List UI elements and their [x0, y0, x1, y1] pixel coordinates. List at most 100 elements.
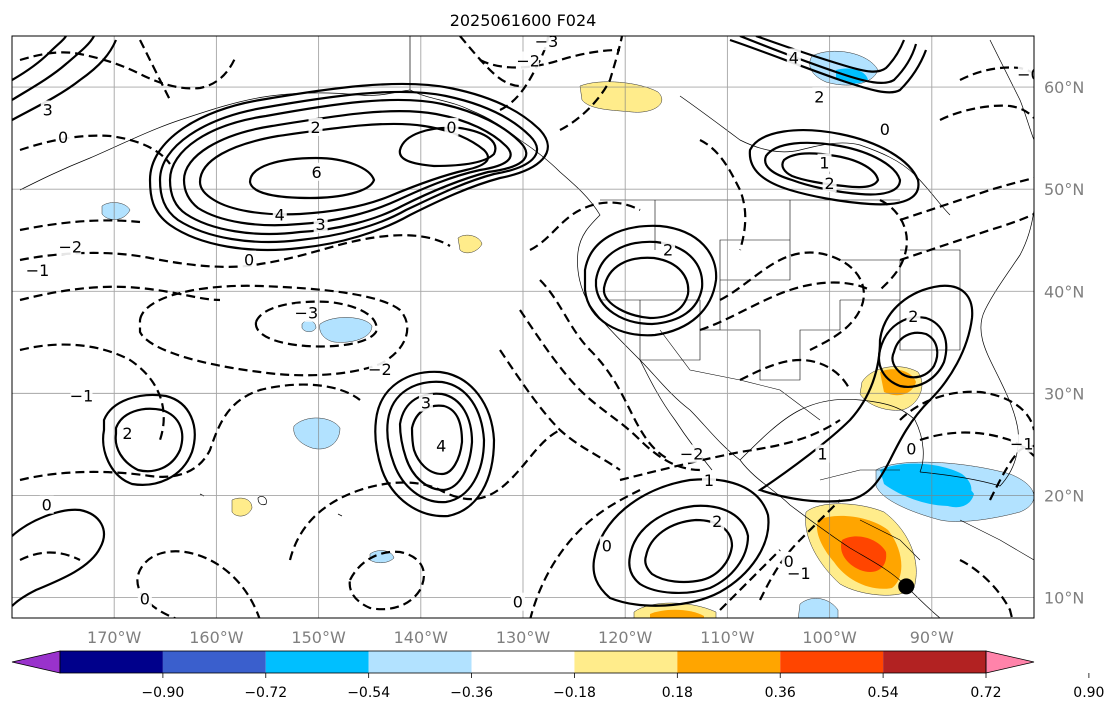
- latitude-tick-label: 60°N: [1044, 78, 1084, 97]
- contour-label-background: [120, 424, 135, 443]
- longitude-tick-label: 90°W: [910, 628, 954, 647]
- positive-anomaly-area: [457, 234, 483, 254]
- contour-label: 1: [817, 445, 827, 464]
- map-title: 2025061600 F024: [450, 11, 597, 30]
- longitude-tick-label: 140°W: [394, 628, 449, 647]
- contour-label: −3: [535, 32, 559, 51]
- colorbar-tick-label: 0.36: [765, 685, 796, 701]
- contour-label-background: [781, 551, 796, 570]
- contour-label-background: [59, 237, 82, 256]
- contour-label-background: [39, 495, 54, 514]
- contour-label-background: [817, 153, 832, 172]
- contour-label: 1: [704, 471, 714, 490]
- contour-label: −2: [516, 52, 540, 71]
- contour-label-background: [308, 117, 323, 136]
- longitude-tick-label: 150°W: [291, 628, 346, 647]
- positive-anomaly-area: [840, 536, 887, 572]
- colorbar-bin: [265, 651, 369, 673]
- contour-label: 0: [513, 593, 523, 612]
- contour-label: 3: [421, 394, 431, 413]
- contour-label: −3: [295, 304, 319, 323]
- contour-label: 0: [446, 118, 456, 137]
- colorbar-bin: [368, 651, 472, 673]
- longitude-tick-label: 110°W: [700, 628, 755, 647]
- contour-label: 0: [140, 590, 150, 609]
- contour-label-background: [1010, 434, 1033, 453]
- contour-label-background: [272, 205, 287, 224]
- latitude-tick-label: 20°N: [1044, 486, 1084, 505]
- negative-anomaly-area: [369, 550, 395, 563]
- contour-label-background: [313, 214, 328, 233]
- contour-label: 0: [602, 537, 612, 556]
- contour-label: −0: [1017, 65, 1041, 84]
- colorbar-bin: [471, 651, 575, 673]
- contour-label: −2: [680, 445, 704, 464]
- longitude-tick-label: 170°W: [87, 628, 142, 647]
- contour-label-background: [517, 51, 540, 70]
- negative-anomaly-area: [319, 317, 373, 343]
- contour-label-background: [40, 100, 55, 119]
- contour-label: 0: [58, 128, 68, 147]
- contour-label-background: [815, 444, 830, 463]
- negative-anomaly-area: [797, 598, 839, 618]
- contour-label-background: [710, 512, 725, 531]
- location-marker[interactable]: [898, 578, 915, 595]
- contour-label-background: [599, 536, 614, 555]
- colorbar-tick-label: −0.36: [450, 685, 493, 701]
- colorbar-tick-label: −0.72: [244, 685, 287, 701]
- latitude-tick-label: 50°N: [1044, 180, 1084, 199]
- contour-label-background: [26, 260, 49, 279]
- contour-label-background: [904, 439, 919, 458]
- contour-label-background: [56, 128, 71, 147]
- contour-label-background: [70, 386, 93, 405]
- contour-label: 2: [825, 174, 835, 193]
- longitude-tick-label: 120°W: [598, 628, 653, 647]
- contour-label-background: [242, 250, 257, 269]
- contour-label-background: [137, 589, 152, 608]
- latitude-tick-label: 10°N: [1044, 589, 1084, 608]
- positive-anomaly-area: [579, 81, 663, 113]
- contour-label: 2: [712, 512, 722, 531]
- contour-label-background: [434, 436, 449, 455]
- contour-label-background: [906, 306, 921, 325]
- colorbar-bin: [677, 651, 781, 673]
- positive-anomaly-area: [231, 497, 253, 517]
- contour-label-background: [702, 471, 717, 490]
- colorbar-tick-label: −0.54: [347, 685, 390, 701]
- contour-label: 0: [784, 552, 794, 571]
- contour-label: −1: [1010, 434, 1034, 453]
- contour-label-background: [295, 303, 318, 322]
- latitude-tick-label: 40°N: [1044, 282, 1084, 301]
- contour-label-background: [661, 240, 676, 259]
- contour-label: 4: [436, 436, 446, 455]
- contour-label-background: [368, 359, 391, 378]
- colorbar-tick-label: 0.72: [970, 685, 1001, 701]
- colorbar: −0.90 −0.72 −0.54 −0.36 −0.18 0.18 0.36 0.54 0.7…: [11, 650, 1104, 701]
- negative-anomaly-area: [101, 202, 131, 220]
- colorbar-high-extension: [985, 650, 1035, 674]
- contour-label: 2: [814, 87, 824, 106]
- contour-label-background: [418, 393, 433, 412]
- longitude-tick-label: 130°W: [496, 628, 551, 647]
- contour-label-background: [444, 117, 459, 136]
- colorbar-bin: [574, 651, 678, 673]
- contour-label-background: [510, 592, 525, 611]
- longitude-tick-label: 160°W: [189, 628, 244, 647]
- longitude-tick-labels: 170°W 160°W 150°W 140°W 130°W 120°W 110°W 100°W…: [87, 628, 954, 647]
- contour-label: 0: [42, 496, 52, 515]
- latitude-tick-label: 30°N: [1044, 384, 1084, 403]
- contour-label-background: [1017, 64, 1034, 83]
- contour-label: 4: [789, 48, 799, 67]
- contour-label: 2: [663, 240, 673, 259]
- colorbar-bin: [883, 651, 986, 673]
- contour-label: 1: [819, 154, 829, 173]
- latitude-tick-labels: 10°N 20°N 30°N 40°N 50°N 60°N: [1044, 78, 1084, 608]
- contour-label: 0: [906, 440, 916, 459]
- contour-label-background: [680, 444, 703, 463]
- contour-label-background: [309, 162, 324, 181]
- negative-contours: [19, 36, 1034, 618]
- colorbar-outline: [59, 650, 987, 674]
